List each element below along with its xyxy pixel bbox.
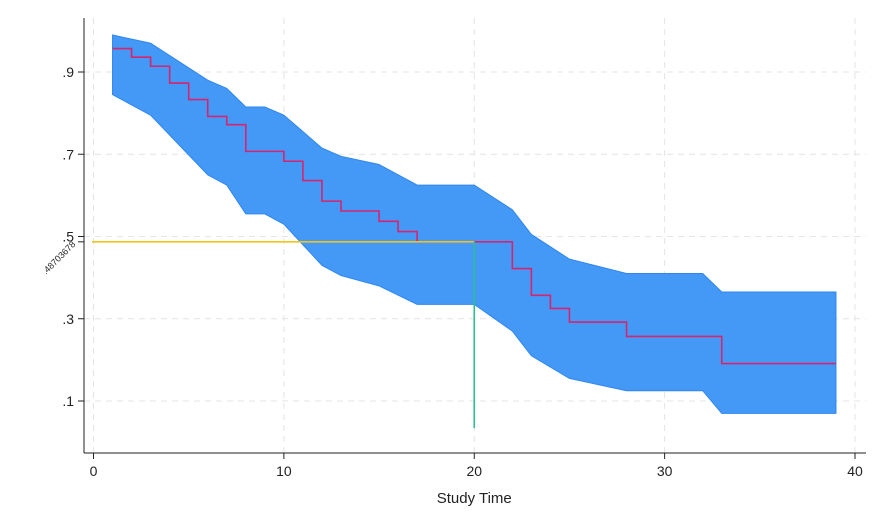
x-tick-label: 20	[466, 463, 482, 479]
x-tick-label: 30	[657, 463, 673, 479]
x-tick-label: 10	[276, 463, 292, 479]
confidence-band-layer	[112, 34, 837, 414]
survival-step-layer	[112, 47, 836, 365]
y-tick-label: .3	[62, 311, 74, 327]
confidence-band	[112, 34, 837, 414]
survival-step-line	[112, 47, 836, 365]
y-tick-label: .1	[62, 393, 74, 409]
reference-lines-layer	[92, 241, 476, 429]
x-axis-title: Study Time	[437, 490, 512, 507]
x-tick-label: 0	[90, 463, 98, 479]
ref-value-label: .48703678	[40, 239, 77, 276]
y-tick-label: .7	[62, 146, 74, 162]
y-tick-label: .5	[62, 229, 74, 245]
y-tick-label: .9	[62, 64, 74, 80]
x-tick-label: 40	[847, 463, 863, 479]
